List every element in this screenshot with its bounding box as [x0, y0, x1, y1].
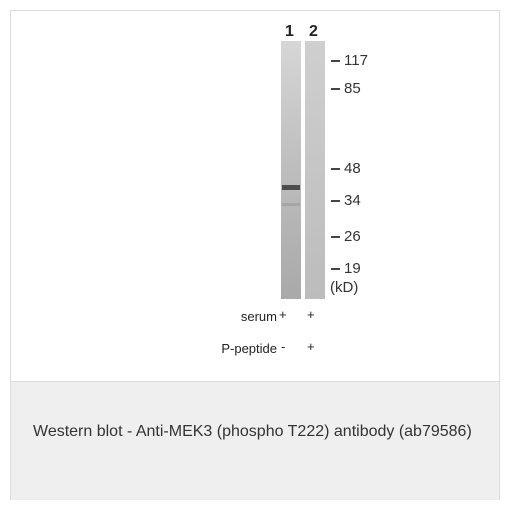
- western-blot-figure: 1 2 117 85 48 34 26 19 (kD) serum + + P-…: [11, 11, 499, 381]
- marker-34: 34: [331, 192, 361, 209]
- image-caption: Western blot - Anti-MEK3 (phospho T222) …: [33, 423, 472, 440]
- lane-label-2: 2: [309, 23, 318, 40]
- image-card: 1 2 117 85 48 34 26 19 (kD) serum + + P-…: [10, 10, 500, 500]
- marker-26: 26: [331, 228, 361, 245]
- row-label-p-peptide: P-peptide: [221, 341, 277, 356]
- lane-2-strip: [305, 41, 325, 299]
- marker-48: 48: [331, 160, 361, 177]
- caption-area: Western blot - Anti-MEK3 (phospho T222) …: [11, 381, 499, 500]
- unit-label: (kD): [330, 279, 359, 296]
- blot-image: [281, 41, 325, 299]
- row-label-serum: serum: [240, 309, 277, 324]
- serum-lane-2: +: [307, 307, 315, 322]
- marker-85: 85: [331, 80, 361, 97]
- p-peptide-lane-1: -: [281, 339, 286, 354]
- lane-1-strip: [281, 41, 301, 299]
- serum-lane-1: +: [279, 307, 287, 322]
- lane-label-1: 1: [285, 23, 294, 40]
- marker-19: 19: [331, 260, 361, 277]
- p-peptide-lane-2: +: [307, 339, 315, 354]
- marker-117: 117: [331, 52, 368, 69]
- band-lane-1: [282, 185, 300, 190]
